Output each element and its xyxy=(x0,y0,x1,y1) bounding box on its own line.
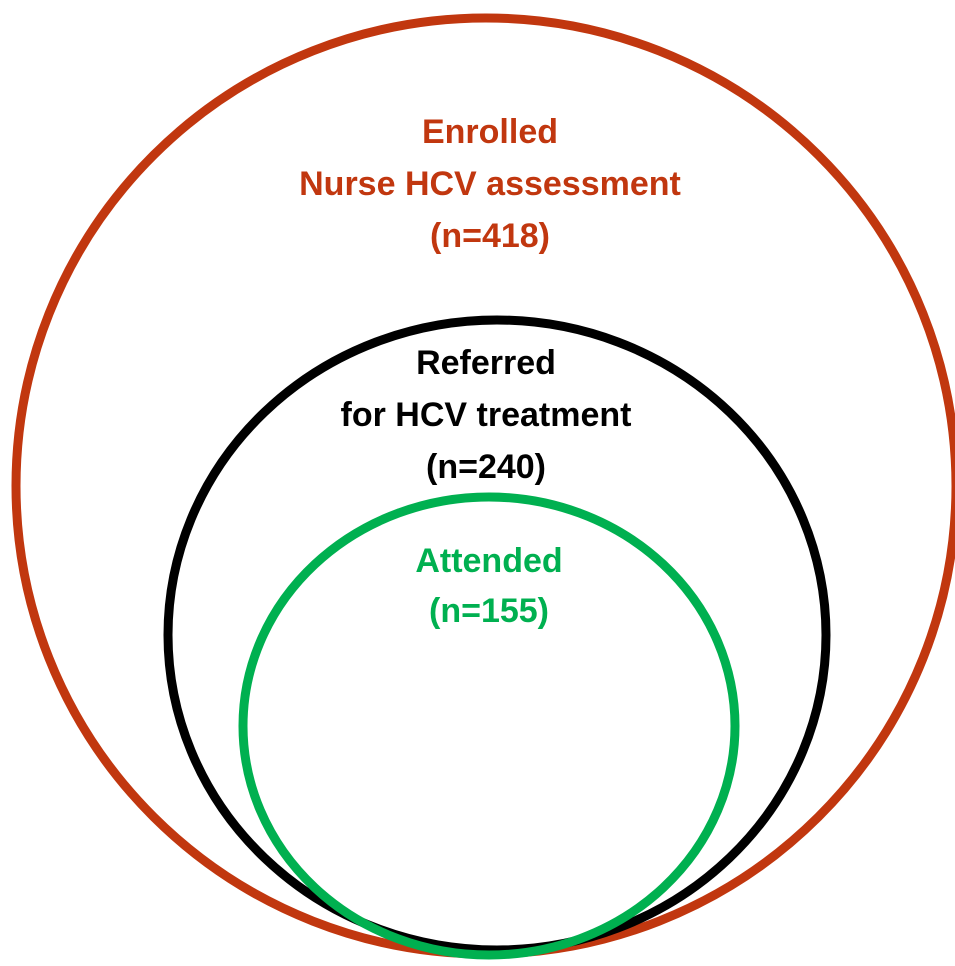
attended-circle xyxy=(238,492,740,960)
referred-circle xyxy=(163,315,831,955)
node-label: (n=240) xyxy=(426,448,546,486)
node-label: Enrolled xyxy=(422,113,558,151)
node-label: (n=155) xyxy=(429,592,549,630)
node-label: for HCV treatment xyxy=(341,396,632,434)
node-label: Referred xyxy=(416,344,556,382)
enrolled-circle xyxy=(11,13,955,959)
node-label: Attended xyxy=(415,542,562,580)
node-label: (n=418) xyxy=(430,217,550,255)
node-label: Nurse HCV assessment xyxy=(299,165,681,203)
